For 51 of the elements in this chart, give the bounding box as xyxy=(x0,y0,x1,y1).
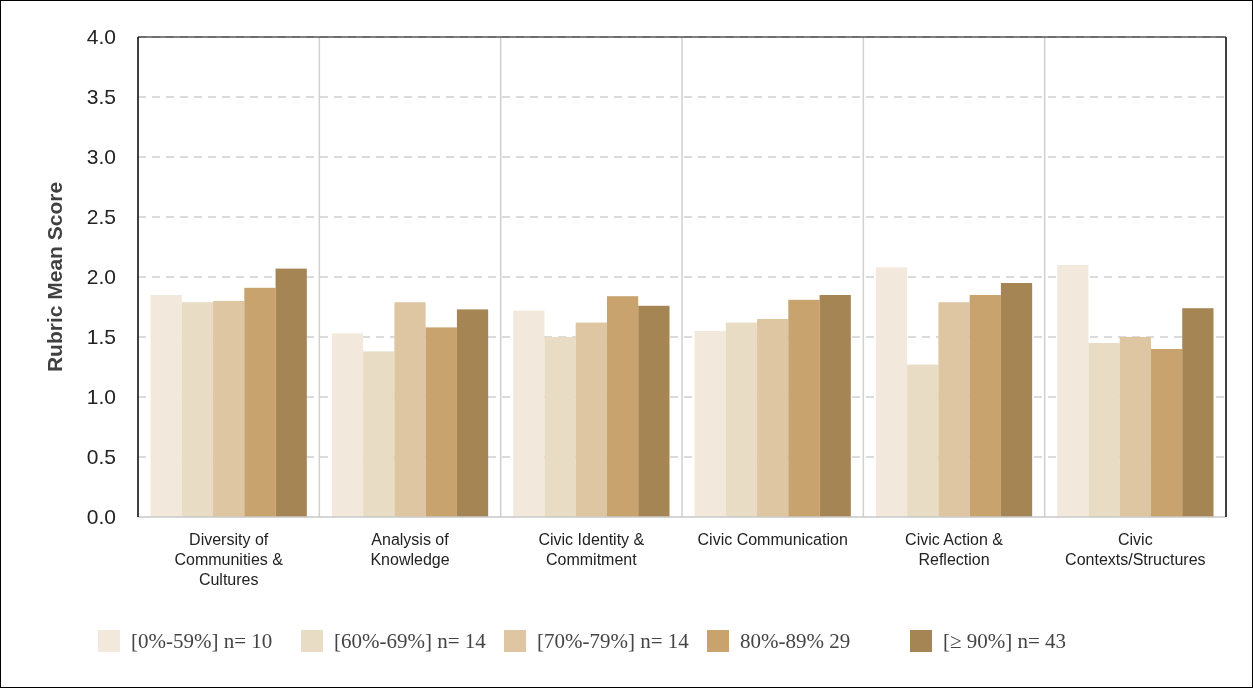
bar xyxy=(213,301,245,517)
x-tick-label: Diversity of Communities & Cultures xyxy=(174,531,284,588)
bar xyxy=(1088,343,1120,517)
bar xyxy=(425,327,457,517)
bar xyxy=(1057,265,1089,517)
y-tick-label: 0.5 xyxy=(86,445,116,469)
bar xyxy=(757,319,789,517)
y-axis-title: Rubric Mean Score xyxy=(43,181,66,373)
y-tick-label: 2.0 xyxy=(86,265,116,289)
bar xyxy=(638,305,670,517)
bar xyxy=(181,302,214,517)
x-tick-label: Civic Contexts/Structures xyxy=(1065,531,1206,568)
y-tick-label: 1.0 xyxy=(86,385,116,409)
legend-label: 80%-89% 29 xyxy=(740,629,851,654)
bar xyxy=(544,337,576,517)
bar xyxy=(331,333,364,517)
bar xyxy=(244,287,276,517)
bar xyxy=(394,302,426,517)
bar xyxy=(969,295,1001,517)
bar xyxy=(1119,337,1151,517)
bar xyxy=(875,267,908,517)
bar xyxy=(456,309,489,517)
bar xyxy=(606,296,639,517)
bar xyxy=(275,268,307,517)
bar xyxy=(819,295,851,517)
bar xyxy=(938,302,970,517)
bar xyxy=(363,351,395,517)
y-tick-label: 4.0 xyxy=(86,25,116,49)
y-tick-label: 3.0 xyxy=(86,145,116,169)
legend-label: [≥ 90%] n= 43 xyxy=(943,629,1067,654)
bar xyxy=(907,364,939,517)
x-tick-label: Civic Identity & Commitment xyxy=(538,531,645,568)
x-tick-label: Civic Action & Reflection xyxy=(905,531,1004,568)
bar xyxy=(725,322,758,517)
y-tick-label: 2.5 xyxy=(86,205,116,229)
bar xyxy=(1182,308,1214,517)
y-tick-label: 1.5 xyxy=(86,325,116,349)
bar xyxy=(1150,349,1183,517)
legend-label: [70%-79%] n= 14 xyxy=(537,629,690,654)
bar xyxy=(694,331,726,517)
x-tick-label: Civic Communication xyxy=(697,531,848,548)
legend-label: [60%-69%] n= 14 xyxy=(334,629,487,654)
legend-label: [0%-59%] n= 10 xyxy=(131,629,273,654)
bar xyxy=(513,310,545,517)
bar xyxy=(1000,283,1033,517)
y-tick-label: 3.5 xyxy=(86,85,116,109)
bar xyxy=(788,299,820,517)
x-tick-label: Analysis of Knowledge xyxy=(370,531,450,568)
bar xyxy=(575,322,607,517)
bar xyxy=(150,295,182,517)
y-tick-label: 0.0 xyxy=(86,505,116,529)
